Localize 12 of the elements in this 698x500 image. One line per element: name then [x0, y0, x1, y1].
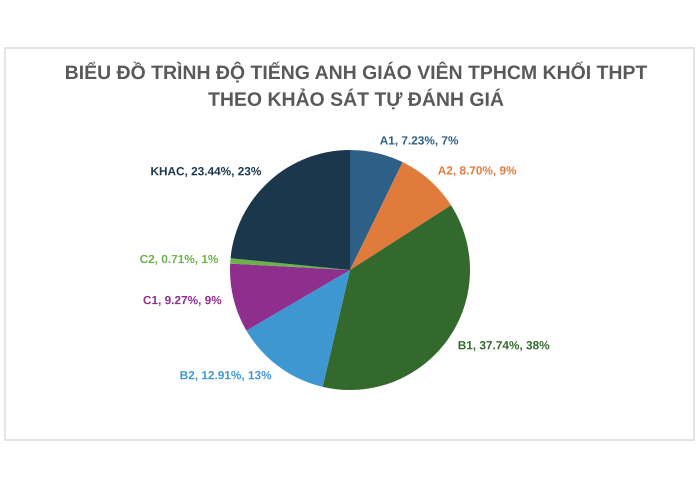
slice-label: KHAC, 23.44%, 23% — [151, 167, 262, 178]
slice-label: B1, 37.74%, 38% — [458, 341, 550, 352]
slice-label: C2, 0.71%, 1% — [140, 254, 218, 265]
slice-label: C1, 9.27%, 9% — [143, 296, 222, 306]
chart-title: BIỂU ĐỒ TRÌNH ĐỘ TIẾNG ANH GIÁO VIÊN TPHCM KHỐI THPT THEO KHẢO SÁT TỰ ĐÁNH GIÁ — [66, 62, 648, 110]
pie-slice — [246, 270, 350, 387]
slice-label: A2, 8.70%, 9% — [438, 166, 516, 176]
slice-label: B2, 12.91%, 13% — [180, 370, 272, 382]
slice-label: A1, 7.23%, 7% — [380, 136, 458, 146]
pie-slice — [230, 258, 350, 270]
pie-slice — [230, 264, 350, 331]
pie-slice — [350, 150, 403, 270]
